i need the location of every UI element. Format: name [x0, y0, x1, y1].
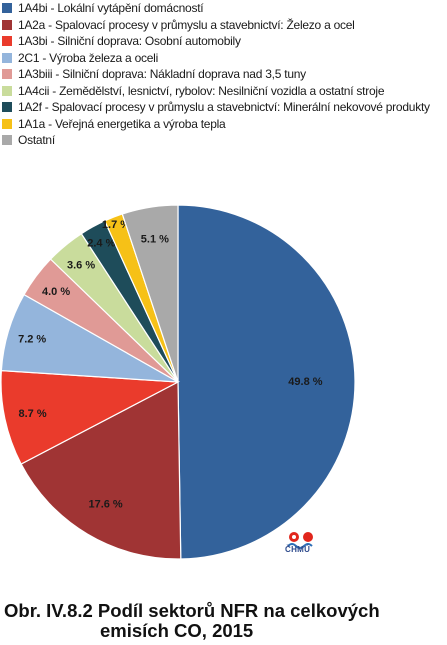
legend-swatch: [2, 102, 12, 113]
legend-label: 2C1 - Výroba železa a oceli: [18, 50, 158, 65]
logo-text: ČHMÚ: [285, 545, 311, 554]
legend-label: 1A3biii - Silniční doprava: Nákladní dop…: [18, 67, 306, 82]
figure-title-line1: Obr. IV.8.2 Podíl sektorů NFR na celkový…: [4, 600, 380, 621]
legend-swatch: [2, 36, 12, 47]
legend-item: 1A4cii - Zemědělství, lesnictví, rybolov…: [2, 83, 447, 100]
pie-slice: [0, 369, 181, 465]
chart-legend: 1A4bi - Lokální vytápění domácností 1A2a …: [2, 0, 447, 149]
slice-label: 5.1 %: [141, 234, 169, 246]
slice-label: 1.7 %: [102, 219, 130, 231]
slice-label: 3.6 %: [67, 260, 95, 272]
pie-slice: [20, 381, 182, 560]
legend-item: 1A3bi - Silniční doprava: Osobní automob…: [2, 33, 447, 50]
figure-title: Obr. IV.8.2 Podíl sektorů NFR na celkový…: [4, 601, 444, 641]
pie-slice: [121, 204, 179, 383]
slice-label: 7.2 %: [18, 333, 46, 345]
legend-label: 1A4cii - Zemědělství, lesnictví, rybolov…: [18, 83, 385, 98]
legend-swatch: [2, 118, 12, 129]
legend-label: 1A2f - Spalovací procesy v průmyslu a st…: [18, 100, 430, 115]
legend-label: Ostatní: [18, 133, 55, 148]
legend-item: 2C1 - Výroba železa a oceli: [2, 50, 447, 67]
legend-swatch: [2, 19, 12, 30]
legend-item: 1A3biii - Silniční doprava: Nákladní dop…: [2, 66, 447, 83]
slice-label: 49.8 %: [288, 376, 322, 388]
legend-swatch: [2, 3, 12, 14]
slice-label: 4.0 %: [42, 286, 70, 298]
slice-label: 17.6 %: [88, 499, 122, 511]
legend-item: 1A4bi - Lokální vytápění domácností: [2, 0, 447, 17]
legend-label: 1A3bi - Silniční doprava: Osobní automob…: [18, 34, 241, 49]
legend-swatch: [2, 85, 12, 96]
slice-label: 8.7 %: [18, 408, 46, 420]
legend-item: 1A2a - Spalovací procesy v průmyslu a st…: [2, 17, 447, 34]
figure-title-line2: emisích CO, 2015: [100, 620, 254, 641]
pie-chart: 49.8 % 17.6 % 8.7 % 7.2 % 4.0 % 3.6 % 2.4 % 1.7…: [0, 204, 356, 560]
legend-swatch: [2, 52, 12, 63]
legend-label: 1A4bi - Lokální vytápění domácností: [18, 1, 204, 16]
legend-swatch: [2, 135, 12, 146]
slice-label: 2.4 %: [87, 237, 115, 249]
legend-item: 1A2f - Spalovací procesy v průmyslu a st…: [2, 99, 447, 116]
legend-item: Ostatní: [2, 132, 447, 149]
pie-slice: [177, 204, 356, 560]
chmu-logo-icon: [287, 532, 313, 549]
legend-label: 1A1a - Veřejná energetika a výroba tepla: [18, 116, 226, 131]
legend-label: 1A2a - Spalovací procesy v průmyslu a st…: [18, 17, 355, 32]
legend-swatch: [2, 69, 12, 80]
legend-item: 1A1a - Veřejná energetika a výroba tepla: [2, 116, 447, 133]
